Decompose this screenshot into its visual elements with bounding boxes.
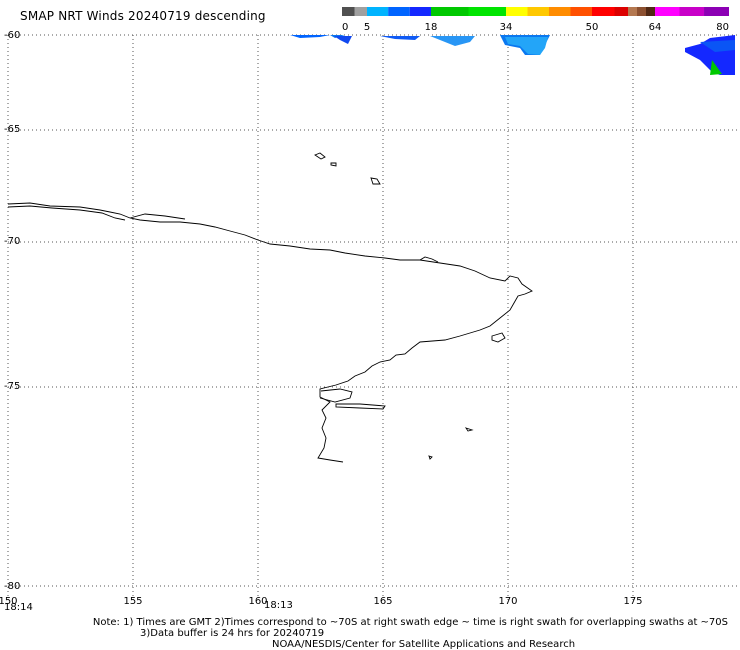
colorbar-segment	[506, 7, 528, 16]
coastline	[7, 152, 533, 463]
colorbar-segment	[527, 7, 549, 16]
colorbar-segment	[637, 7, 646, 16]
colorbar-tick-label: 34	[500, 22, 513, 33]
note-line-1: Note: 1) Times are GMT 2)Times correspon…	[92, 617, 728, 628]
colorbar-segment	[570, 7, 592, 16]
lat-label: -80	[4, 581, 20, 592]
colorbar-segment	[354, 7, 367, 16]
lon-label: 160	[248, 596, 267, 607]
colorbar-tick-label: 64	[649, 22, 662, 33]
wind-swath-top	[290, 35, 550, 55]
note-line-3: NOAA/NESDIS/Center for Satellite Applica…	[272, 639, 576, 650]
colorbar-segment	[704, 7, 729, 16]
colorbar-tick-label: 5	[364, 22, 370, 33]
lon-label: 165	[373, 596, 392, 607]
longitude-labels: 150 155 160 165 170 175	[0, 596, 643, 607]
colorbar-segment	[431, 7, 469, 16]
lon-label: 155	[123, 596, 142, 607]
colorbar-segment	[409, 7, 431, 16]
latitude-labels: -60 -65 -70 -75 -80	[4, 30, 20, 592]
colorbar-segment	[367, 7, 389, 16]
colorbar-segment	[679, 7, 705, 16]
colorbar-segment	[614, 7, 628, 16]
map-title: SMAP NRT Winds 20240719 descending	[20, 9, 266, 23]
swath-time-middle: 18:13	[264, 600, 293, 611]
lat-label: -60	[4, 30, 20, 41]
colorbar-segment	[646, 7, 655, 16]
swath-time-left: 18:14	[4, 602, 33, 613]
lon-label: 175	[623, 596, 642, 607]
colorbar-segment	[655, 7, 680, 16]
graticule	[7, 34, 740, 600]
colorbar-tick-label: 0	[342, 22, 348, 33]
colorbar-segment	[388, 7, 410, 16]
colorbar-segment	[468, 7, 506, 16]
lat-label: -75	[4, 381, 20, 392]
colorbar-tick-label: 50	[586, 22, 599, 33]
colorbar-segment	[592, 7, 615, 16]
lat-label: -65	[4, 124, 20, 135]
colorbar-tick-label: 18	[425, 22, 438, 33]
lon-label: 150	[0, 596, 18, 607]
colorbar: 0 5 18 34 50 64 80	[342, 7, 729, 33]
colorbar-tick-label: 80	[716, 22, 729, 33]
colorbar-segment	[342, 7, 355, 16]
colorbar-segment	[549, 7, 571, 16]
wind-swath-right	[685, 35, 735, 75]
lat-label: -70	[4, 236, 20, 247]
note-line-2: 3)Data buffer is 24 hrs for 20240719	[140, 628, 325, 639]
lon-label: 170	[498, 596, 517, 607]
colorbar-segment	[628, 7, 637, 16]
